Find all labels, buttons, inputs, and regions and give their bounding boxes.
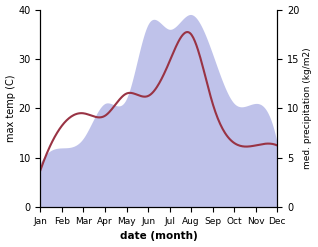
X-axis label: date (month): date (month): [120, 231, 198, 242]
Y-axis label: med. precipitation (kg/m2): med. precipitation (kg/m2): [303, 48, 313, 169]
Y-axis label: max temp (C): max temp (C): [5, 75, 16, 142]
